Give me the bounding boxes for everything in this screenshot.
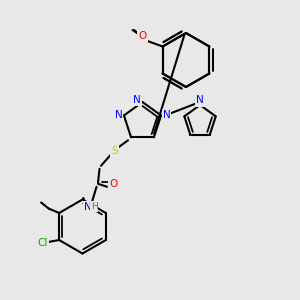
Text: O: O	[138, 31, 147, 41]
Text: N: N	[84, 202, 92, 212]
Text: O: O	[109, 179, 117, 189]
Text: N: N	[133, 94, 141, 105]
Text: S: S	[111, 146, 118, 156]
Text: N: N	[163, 110, 170, 121]
Text: H: H	[91, 202, 98, 211]
Text: N: N	[115, 110, 122, 121]
Text: N: N	[196, 95, 204, 106]
Text: Cl: Cl	[38, 238, 48, 248]
